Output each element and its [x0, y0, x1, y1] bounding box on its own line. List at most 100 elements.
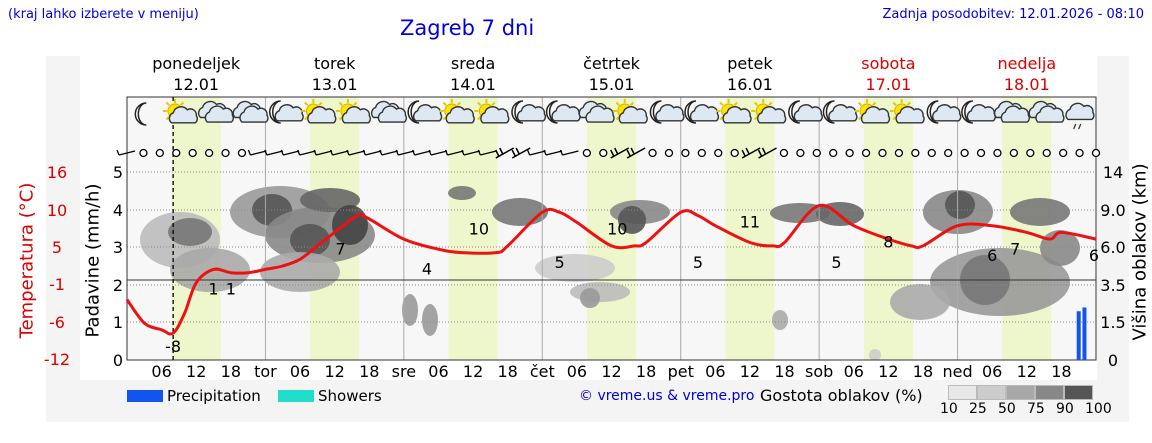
moon-cloud-icon	[407, 100, 443, 124]
time-tick: 12	[463, 362, 483, 381]
sun-cloud-icon	[301, 99, 337, 124]
sun-ray	[629, 101, 634, 107]
daylight-band	[448, 97, 498, 360]
time-tick: 06	[151, 362, 171, 381]
sun-ray	[857, 115, 863, 121]
day-name: sreda	[451, 54, 495, 73]
precipitation-tick: 1	[113, 313, 123, 332]
wind-arrow-icon	[447, 150, 464, 156]
precipitation-bar	[1082, 307, 1087, 360]
moon-crescent	[961, 100, 973, 124]
temperature-value-label: 6	[1089, 246, 1099, 265]
wind-barb	[313, 149, 317, 156]
wind-barb	[247, 149, 251, 156]
sun-ray	[733, 101, 738, 107]
temperature-value-label: 5	[831, 253, 841, 272]
temperature-value-label: 10	[607, 219, 627, 238]
wind-arrow-icon	[414, 150, 431, 156]
wind-barb	[626, 149, 631, 157]
sun-cloud-icon	[162, 99, 199, 124]
wind-arrow-icon	[430, 150, 448, 156]
wind-calm-icon	[681, 148, 690, 158]
cloud-density-area	[945, 191, 975, 219]
wind-strong-icon	[741, 147, 761, 159]
wind-calm-icon	[1075, 148, 1084, 158]
wind-barb	[379, 149, 383, 156]
left-axis-panel	[46, 56, 80, 422]
day-date: 15.01	[589, 75, 635, 94]
wind-barb	[477, 149, 481, 156]
temperature-line	[125, 203, 1097, 336]
moon-cloud-icon	[545, 100, 581, 124]
wind-barb	[630, 147, 635, 155]
cloud-density-area	[290, 224, 330, 256]
cloud-icon	[993, 100, 1030, 123]
wind-barb	[264, 149, 268, 156]
sun-ray	[892, 101, 897, 107]
temperature-value-label: 1	[208, 280, 218, 299]
wind-strong-icon	[511, 147, 531, 159]
time-tick: 18	[636, 362, 656, 381]
time-tick: 18	[1051, 362, 1071, 381]
time-tick: sre	[392, 362, 416, 381]
temperature-value-label: 8	[883, 233, 893, 252]
sun-ray	[477, 115, 482, 121]
temperature-value-label: -8	[165, 337, 181, 356]
sun-ray	[338, 115, 343, 121]
moon-crescent	[545, 100, 558, 124]
right-axis-panel	[1097, 56, 1129, 422]
precipitation-legend-label: Precipitation	[167, 387, 261, 405]
moon-crescent	[511, 100, 524, 124]
moon-crescent	[788, 100, 800, 124]
temperature-tick: 5	[52, 238, 62, 257]
cloud-density-area	[580, 288, 600, 308]
wind-arrow-icon	[562, 150, 579, 156]
wind-calm-icon	[204, 148, 214, 158]
cloud-icon	[1028, 100, 1065, 123]
cloud-shape	[793, 104, 823, 122]
wind-barb	[610, 149, 615, 157]
temperature-value-label: 7	[335, 239, 345, 258]
precipitation-bar	[1076, 311, 1081, 360]
cloud-density-area	[492, 198, 548, 226]
cloud-density-label: Gostota oblakov (%)	[760, 386, 923, 405]
page-title: Zagreb 7 dni	[400, 16, 535, 40]
cloud-shape	[689, 104, 720, 122]
location-hint-link[interactable]: (kraj lahko izberete v meniju)	[8, 7, 199, 22]
moon-cloud-icon	[269, 100, 304, 124]
temperature-value-label: 7	[1010, 239, 1020, 258]
cloud-icon	[197, 100, 235, 123]
sun-cloud-icon	[439, 99, 475, 124]
time-tick: 06	[290, 362, 310, 381]
sun-ray	[179, 101, 185, 107]
cloud-shape	[828, 104, 858, 122]
wind-barb	[515, 147, 520, 155]
credit-link[interactable]: © vreme.us & vreme.pro	[579, 388, 755, 404]
wind-arrow-icon	[545, 150, 563, 156]
cloud-density-tick: 50	[998, 401, 1016, 417]
moon-cloud-icon	[788, 100, 823, 124]
time-tick: 12	[601, 362, 621, 381]
wind-calm-icon	[1091, 148, 1101, 158]
wind-calm-icon	[927, 148, 936, 158]
wind-barb	[495, 149, 500, 157]
wind-calm-icon	[779, 148, 789, 158]
sun-ray	[304, 115, 309, 121]
sun-cloud-icon	[612, 99, 648, 124]
wind-calm-icon	[1009, 148, 1019, 158]
precipitation-tick: 4	[113, 201, 123, 220]
time-tick: 06	[428, 362, 448, 381]
temperature-tick: -12	[44, 350, 70, 369]
cloud-density-tick: 100	[1085, 401, 1112, 417]
sun-cloud-icon	[335, 99, 372, 124]
cloud-density-tick: 25	[969, 401, 987, 417]
precipitation-legend-swatch	[127, 390, 163, 402]
cloud-shape	[307, 106, 337, 124]
cloud-shape	[516, 104, 547, 122]
time-tick: 18	[913, 362, 933, 381]
wind-calm-icon	[993, 148, 1002, 158]
wind-arrow-icon	[348, 150, 366, 156]
temperature-value-label: 1	[226, 280, 236, 299]
